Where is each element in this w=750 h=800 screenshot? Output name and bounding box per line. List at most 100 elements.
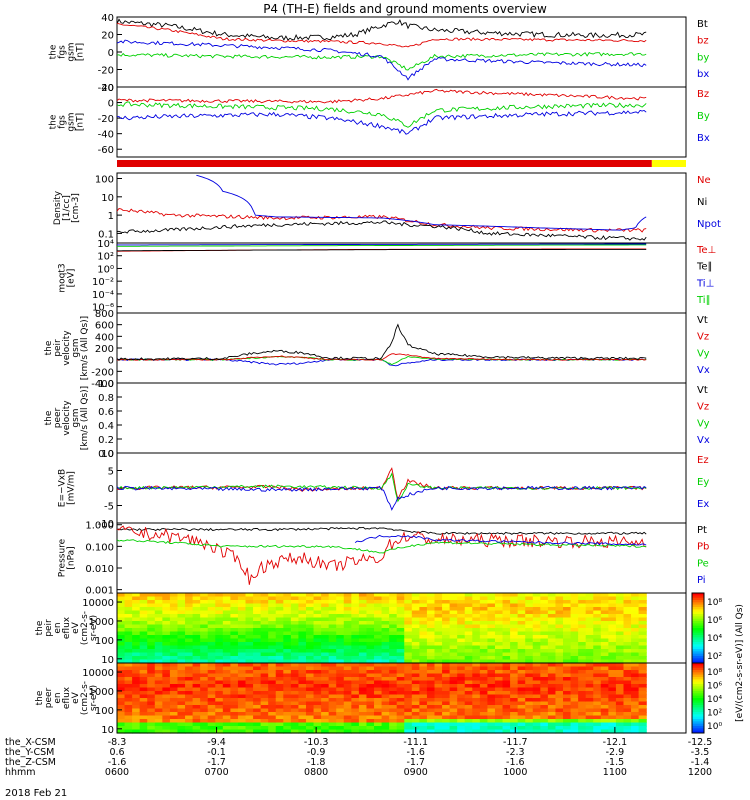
- heatmap-cell: [442, 642, 451, 647]
- heatmap-cell: [169, 670, 179, 675]
- heatmap-cell: [283, 729, 292, 734]
- heatmap-cell: [540, 635, 549, 640]
- heatmap-cell: [313, 729, 322, 734]
- heatmap-cell: [525, 607, 534, 612]
- heatmap-cell: [336, 719, 345, 724]
- heatmap-cell: [457, 673, 466, 678]
- heatmap-cell: [117, 659, 126, 664]
- heatmap-cell: [351, 607, 360, 612]
- heatmap-cell: [207, 593, 216, 598]
- x-tick-value: 0600: [105, 767, 129, 778]
- heatmap-cell: [525, 635, 534, 640]
- colorbar-tick-label: 10⁴: [707, 634, 722, 644]
- heatmap-cell: [215, 652, 224, 657]
- heatmap-cell: [192, 670, 201, 675]
- heatmap-cell: [555, 698, 564, 703]
- heatmap-cell: [419, 607, 428, 612]
- heatmap-cell: [305, 614, 315, 619]
- heatmap-cell: [117, 712, 126, 717]
- heatmap-cell: [237, 645, 247, 650]
- colorbar-cell: [692, 618, 704, 622]
- y-tick-label: 100: [95, 706, 114, 717]
- heatmap-cell: [404, 715, 413, 720]
- heatmap-cell: [540, 610, 549, 615]
- heatmap-cell: [411, 635, 420, 640]
- heatmap-cell: [139, 635, 148, 640]
- heatmap-cell: [139, 694, 148, 699]
- heatmap-cell: [389, 687, 398, 692]
- colorbar-cell: [692, 688, 704, 692]
- heatmap-cell: [366, 638, 375, 643]
- heatmap-cell: [419, 659, 428, 664]
- heatmap-cell: [419, 638, 428, 643]
- heatmap-cell: [366, 659, 375, 664]
- heatmap-cell: [185, 624, 194, 629]
- heatmap-cell: [532, 659, 541, 664]
- heatmap-cell: [570, 617, 579, 622]
- heatmap-cell: [351, 593, 360, 598]
- heatmap-cell: [139, 684, 148, 689]
- heatmap-cell: [540, 712, 549, 717]
- heatmap-cell: [117, 642, 126, 647]
- heatmap-cell: [623, 677, 632, 682]
- heatmap-cell: [525, 701, 534, 706]
- heatmap-cell: [457, 621, 466, 626]
- heatmap-cell: [510, 687, 519, 692]
- heatmap-cell: [275, 628, 284, 633]
- heatmap-cell: [139, 715, 148, 720]
- heatmap-cell: [374, 628, 383, 633]
- heatmap-cell: [207, 673, 216, 678]
- heatmap-cell: [570, 691, 579, 696]
- heatmap-cell: [381, 645, 390, 650]
- x-axis-labels: the_X-CSM -8.3 -9.4 -10.3 -11.1 -11.7 -12.1 -12…: [5, 727, 712, 778]
- heatmap-cell: [245, 656, 254, 661]
- heatmap-cell: [162, 726, 171, 731]
- heatmap-cell: [139, 656, 148, 661]
- heatmap-cell: [185, 680, 194, 685]
- heatmap-cell: [404, 666, 413, 671]
- heatmap-cell: [464, 722, 473, 727]
- y-tick-label: -10: [98, 519, 114, 530]
- heatmap-cell: [585, 624, 594, 629]
- heatmap-cell: [426, 670, 436, 675]
- heatmap-cell: [540, 698, 549, 703]
- heatmap-cell: [351, 708, 360, 713]
- heatmap-cell: [117, 722, 126, 727]
- colorbar-cell: [692, 723, 704, 727]
- heatmap-cell: [343, 687, 352, 692]
- heatmap-cell: [215, 680, 224, 685]
- y-tick-label: 1.000: [85, 521, 114, 532]
- heatmap-cell: [472, 666, 481, 671]
- heatmap-cell: [525, 659, 534, 664]
- heatmap-cell: [374, 624, 383, 629]
- heatmap-cell: [260, 666, 269, 671]
- heatmap-cell: [615, 652, 625, 657]
- heatmap-cell: [532, 649, 541, 654]
- heatmap-cell: [162, 691, 171, 696]
- heatmap-cell: [631, 603, 640, 608]
- heatmap-cell: [215, 628, 224, 633]
- heatmap-cell: [389, 708, 398, 713]
- colorbar-cell: [692, 658, 704, 662]
- heatmap-cell: [290, 722, 300, 727]
- heatmap-cell: [290, 670, 300, 675]
- heatmap-cell: [389, 659, 398, 664]
- heatmap-cell: [396, 701, 405, 706]
- heatmap-cell: [631, 607, 640, 612]
- heatmap-cell: [517, 652, 526, 657]
- heatmap-cell: [608, 705, 617, 710]
- heatmap-cell: [124, 701, 133, 706]
- heatmap-cell: [162, 684, 171, 689]
- heatmap-cell: [305, 691, 315, 696]
- heatmap-cell: [631, 691, 640, 696]
- heatmap-cell: [154, 684, 163, 689]
- heatmap-cell: [532, 638, 541, 643]
- heatmap-cell: [396, 698, 405, 703]
- heatmap-cell: [298, 680, 307, 685]
- y-tick-label: 10: [101, 655, 114, 666]
- heatmap-cell: [608, 663, 617, 668]
- heatmap-cell: [442, 705, 451, 710]
- colorbar-tick-label: 10⁶: [707, 616, 722, 626]
- heatmap-cell: [124, 677, 133, 682]
